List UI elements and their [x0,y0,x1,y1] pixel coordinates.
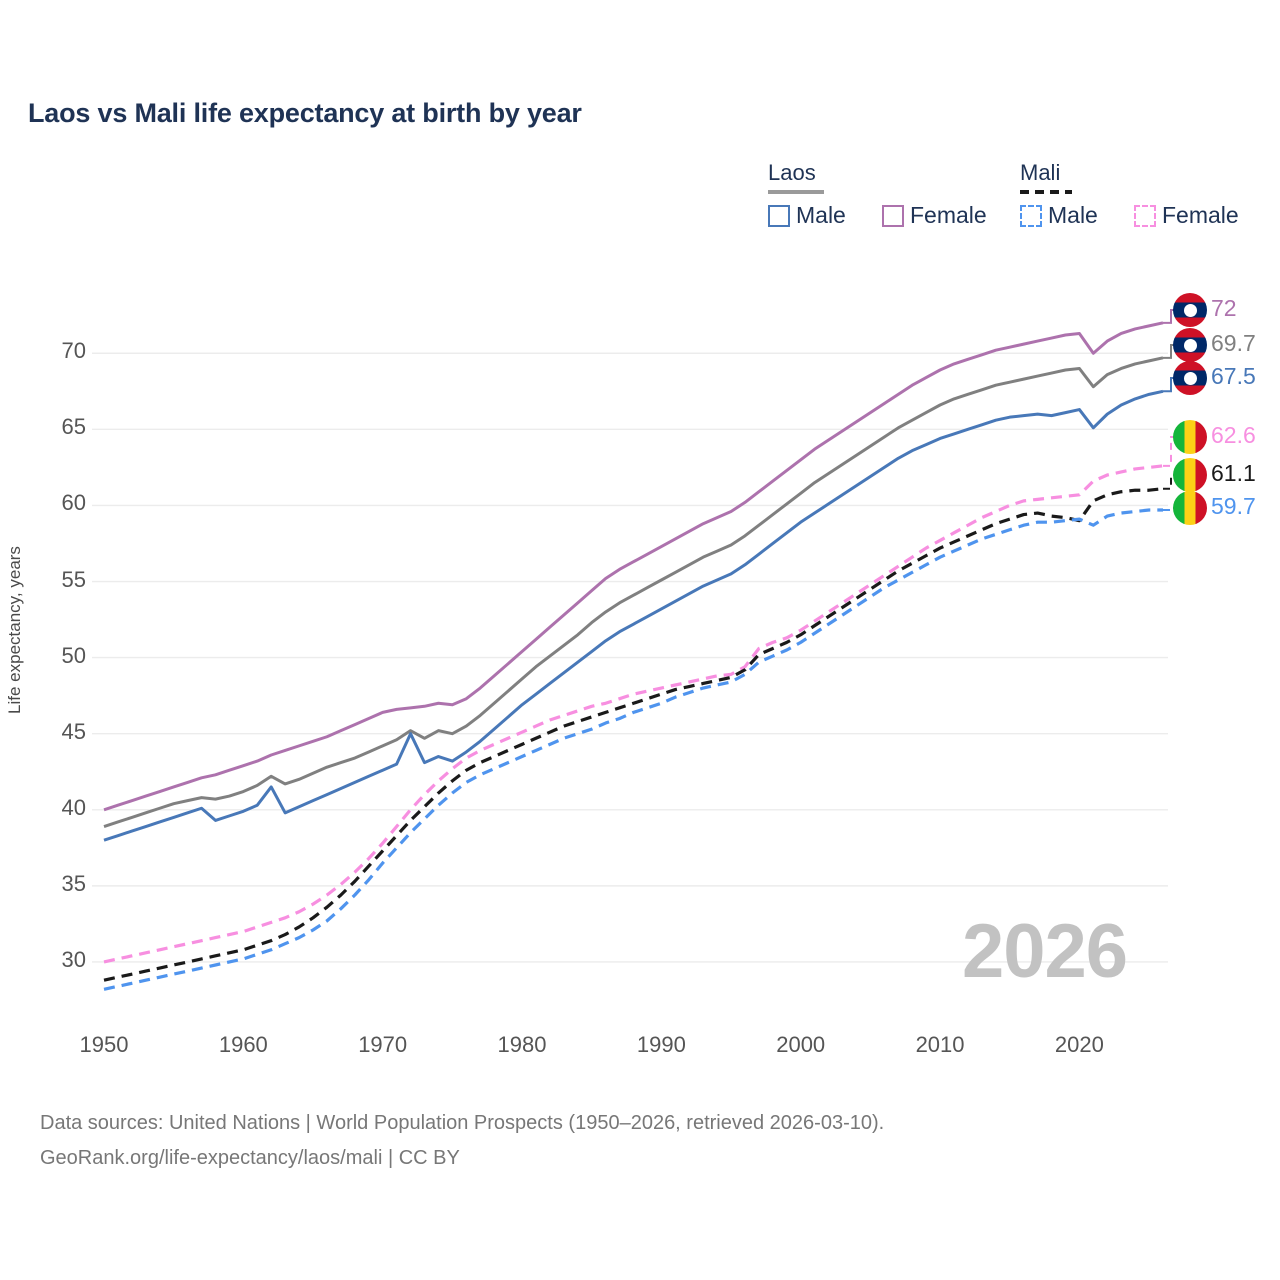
legend-item-label: Male [1048,202,1098,228]
series-line [103,389,1164,842]
legend-item-label: Female [1162,202,1239,228]
series-end-value: 62.6 [1211,422,1256,448]
legend-group-mali-label: Mali [1020,160,1061,185]
legend-swatch-icon [1134,204,1156,227]
laos-flag-icon [1173,293,1207,327]
x-axis-tick-label: 1970 [358,1032,408,1057]
x-axis-tick-label: 1960 [218,1032,268,1057]
year-watermark: 2026 [962,909,1128,994]
series-line [103,487,1164,982]
y-axis-tick-label: 60 [61,490,86,516]
legend-item-mali-male[interactable]: Male [1020,202,1098,229]
legend-item-label: Female [910,202,987,228]
series-line [103,508,1163,991]
legend-group-mali: Mali [1020,160,1072,194]
y-axis-tick-label: 50 [61,642,86,668]
x-axis-tick-label: 1990 [636,1032,686,1057]
series-end-value: 67.5 [1211,363,1256,389]
y-axis-tick-label: 40 [61,794,86,820]
x-axis-tick-label: 1950 [79,1032,129,1057]
legend-item-laos-male[interactable]: Male [768,202,846,229]
legend-swatch-icon [882,204,904,227]
series-line [103,464,1164,964]
x-axis-tick-label: 2020 [1054,1032,1104,1057]
series-end-value: 72 [1211,295,1237,321]
series-line [103,321,1164,812]
mali-flag-icon [1173,491,1207,525]
x-axis-tick-label: 1980 [497,1032,547,1057]
legend-group-laos-label: Laos [768,160,816,185]
mali-flag-icon [1173,458,1207,492]
legend-group-laos: Laos [768,160,824,194]
series-end-value: 61.1 [1211,460,1256,486]
y-axis-tick-label: 70 [61,338,86,364]
y-axis-tick-label: 30 [61,946,86,972]
legend-swatch-icon [1020,204,1042,227]
series-end-value: 69.7 [1211,330,1256,356]
legend-laos-rule-icon [768,190,824,194]
laos-flag-icon [1173,361,1207,395]
y-axis-tick-label: 45 [61,718,86,744]
footer-line-2: GeoRank.org/life-expectancy/laos/mali | … [40,1147,460,1169]
chart-legend: Laos Mali Male Female Male Female [760,160,1260,240]
y-axis-tick-label: 65 [61,414,86,440]
footer-line-1: Data sources: United Nations | World Pop… [40,1112,885,1134]
legend-item-label: Male [796,202,846,228]
legend-item-laos-female[interactable]: Female [882,202,987,229]
laos-flag-icon [1173,328,1207,362]
series-end-value: 59.7 [1211,493,1256,519]
y-axis-tick-label: 55 [61,566,86,592]
y-axis-tick-label: 35 [61,870,86,896]
x-axis-tick-label: 2010 [915,1032,965,1057]
page-title: Laos vs Mali life expectancy at birth by… [28,98,582,128]
series-line [103,356,1164,828]
legend-item-mali-female[interactable]: Female [1134,202,1239,229]
x-axis-tick-label: 2000 [776,1032,826,1057]
mali-flag-icon [1173,420,1207,454]
legend-mali-rule-icon [1020,190,1072,194]
legend-swatch-icon [768,204,790,227]
footer-sources: Data sources: United Nations | World Pop… [40,1106,884,1176]
